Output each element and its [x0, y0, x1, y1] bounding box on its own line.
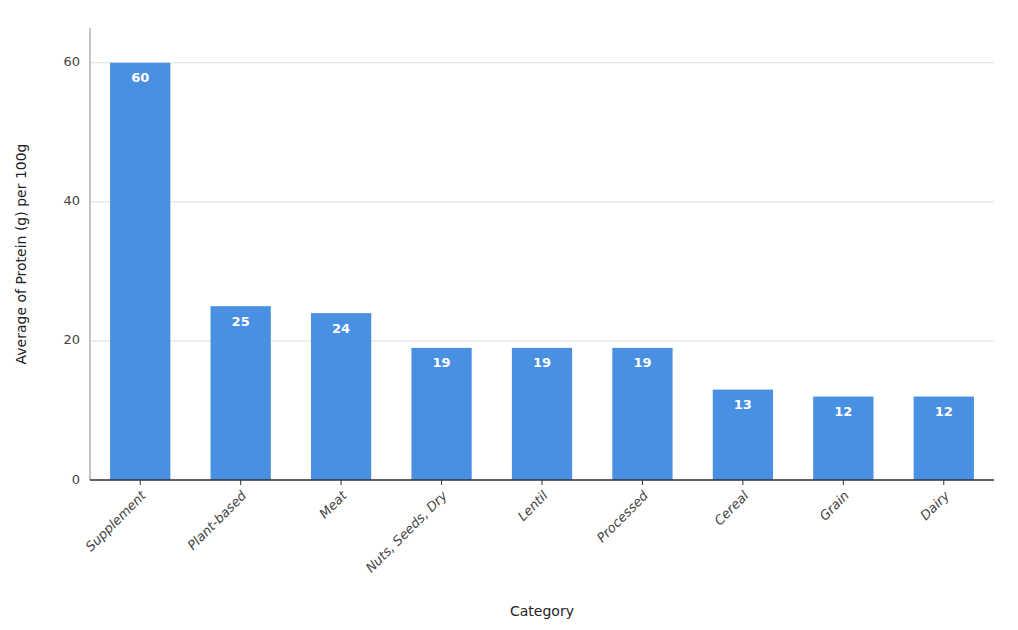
- bar: [211, 306, 271, 480]
- y-axis-title: Average of Protein (g) per 100g: [13, 144, 29, 365]
- x-tick-label: Nuts, Seeds, Dry: [363, 488, 451, 576]
- x-tick-label: Cereal: [711, 488, 752, 529]
- x-tick: [441, 480, 442, 485]
- y-tick-label: 20: [63, 332, 80, 347]
- data-label: 19: [533, 355, 551, 370]
- x-tick-label: Dairy: [917, 488, 952, 523]
- chart-svg: 0 20 40 60 60 25 24 19 19 19 13 12 12 Supplement Plant…: [0, 0, 1018, 630]
- x-tick-label: Lentil: [515, 488, 551, 524]
- bar: [311, 313, 371, 480]
- bar: [110, 63, 170, 480]
- data-label: 19: [433, 355, 451, 370]
- x-tick: [542, 480, 543, 485]
- x-tick: [240, 480, 241, 485]
- x-tick: [642, 480, 643, 485]
- data-label: 19: [633, 355, 651, 370]
- y-tick-label: 0: [72, 472, 80, 487]
- y-axis: 0 20 40 60: [63, 28, 994, 487]
- bar: [411, 348, 471, 480]
- data-labels: 60 25 24 19 19 19 13 12 12: [131, 70, 953, 419]
- x-tick-label: Plant-based: [184, 487, 249, 552]
- x-tick-label: Grain: [816, 488, 852, 524]
- x-tick: [341, 480, 342, 485]
- x-axis: Supplement Plant-based Meat Nuts, Seeds, Dr…: [83, 480, 994, 575]
- bar: [612, 348, 672, 480]
- chart-container: 0 20 40 60 60 25 24 19 19 19 13 12 12 Supplement Plant…: [0, 0, 1018, 630]
- plot-area: 0 20 40 60 60 25 24 19 19 19 13 12 12 Supplement Plant…: [63, 28, 994, 575]
- x-tick: [843, 480, 844, 485]
- bar: [914, 397, 974, 480]
- x-tick-label: Processed: [594, 487, 652, 545]
- data-label: 12: [935, 404, 953, 419]
- bar: [813, 397, 873, 480]
- bar: [512, 348, 572, 480]
- bars: [110, 63, 974, 480]
- x-tick-label: Supplement: [83, 487, 150, 554]
- bar: [713, 390, 773, 480]
- y-tick-label: 40: [63, 193, 80, 208]
- x-tick: [140, 480, 141, 485]
- y-tick-label: 60: [63, 54, 80, 69]
- data-label: 12: [834, 404, 852, 419]
- x-tick-label: Meat: [316, 487, 350, 521]
- x-axis-title: Category: [510, 603, 574, 619]
- data-label: 25: [232, 314, 250, 329]
- data-label: 60: [131, 70, 149, 85]
- y-axis-line: [90, 28, 91, 480]
- grid-line: [90, 201, 994, 202]
- x-tick: [742, 480, 743, 485]
- page: {"chart_data": {"type": "bar", "categori…: [0, 0, 1018, 630]
- data-label: 13: [734, 397, 752, 412]
- x-tick: [943, 480, 944, 485]
- grid-line: [90, 62, 994, 63]
- data-label: 24: [332, 321, 350, 336]
